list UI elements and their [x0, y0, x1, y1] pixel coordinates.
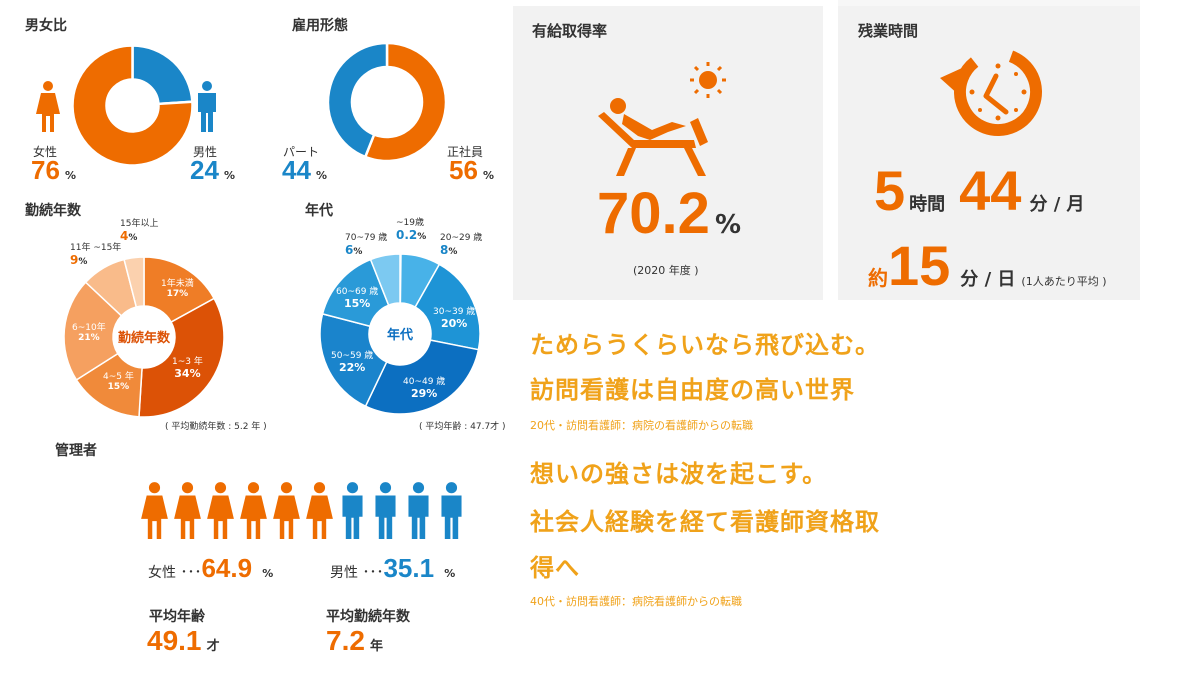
managers-title: 管理者: [55, 443, 97, 459]
daily-overtime: 約15 分 / 日 (1人あたり平均 ): [868, 234, 1107, 297]
employment-slice-1: [326, 41, 389, 159]
male-figure-icon: [198, 81, 216, 132]
age-label-1: 20~29 歳 8%: [440, 233, 483, 257]
employment-title: 雇用形態: [292, 18, 348, 34]
age-label-3: 40~49 歳 29%: [403, 377, 446, 400]
female-figure-icon: [207, 482, 234, 539]
sun-icon: [690, 62, 726, 98]
male-percent: 24 %: [190, 155, 236, 185]
gender-slice-0: [131, 44, 194, 106]
overtime-title: 残業時間: [858, 22, 919, 40]
tenure-slice-5: [123, 256, 145, 308]
paid-leave-rate: 70.2 %: [597, 181, 742, 246]
female-percent: 76 %: [31, 155, 77, 185]
tenure-label-4: 11年 ~15年 9%: [70, 243, 122, 267]
tenure-label-0: 1年未満 17%: [161, 279, 194, 299]
story-2-line-1[interactable]: 想いの強さは波を起こす。: [530, 460, 828, 488]
story-2-caption: 40代・訪問看護師：病院看護師からの転職: [530, 595, 742, 608]
tenure-slice-1: [138, 297, 225, 418]
age-slice-4: [319, 312, 388, 408]
monthly-overtime: 5 時間 44 分 / 月: [874, 159, 1085, 222]
lounge-chair-icon: [598, 62, 726, 176]
story-1-line-1[interactable]: ためらうくらいなら飛び込む。: [530, 331, 880, 359]
tenure-center-label: 勤続年数: [118, 330, 171, 346]
story-2-line-2[interactable]: 社会人経験を経て看護師資格取: [530, 508, 880, 536]
tenure-donut: 勤続年数: [63, 256, 225, 418]
age-label-0: ~19歳 0.2%: [396, 218, 427, 242]
male-figure-icon: [441, 482, 462, 539]
age-label-4: 50~59 歳 22%: [331, 351, 374, 374]
female-figure-icon: [273, 482, 300, 539]
manager-female-stat: 女性 ･･･64.9 %: [148, 553, 274, 583]
age-center-label: 年代: [387, 327, 413, 343]
story-1-caption: 20代・訪問看護師：病院の看護師からの転職: [530, 419, 753, 432]
paid-leave-title: 有給取得率: [532, 22, 608, 40]
age-label-5: 60~69 歳 15%: [336, 287, 379, 310]
full-percent: 56 %: [449, 155, 495, 185]
tenure-note: ( 平均勤続年数 : 5.2 年 ): [165, 422, 267, 432]
tenure-label-3: 6~10年 21%: [72, 323, 106, 343]
avg-age-label: 平均年齢: [149, 609, 205, 625]
story-1-line-2[interactable]: 訪問看護は自由度の高い世界: [530, 376, 855, 404]
female-figure-icon: [36, 81, 60, 132]
manager-male-stat: 男性 ･･･35.1 %: [330, 553, 456, 583]
male-figure-icon: [408, 482, 429, 539]
female-label: 女性: [33, 145, 58, 159]
female-figure-icon: [174, 482, 201, 539]
part-label: パート: [283, 145, 320, 159]
female-figure-icon: [240, 482, 267, 539]
tenure-label-2: 4~5 年 15%: [103, 372, 134, 392]
female-figure-icon: [306, 482, 333, 539]
clock-icon: [940, 47, 1042, 136]
manager-figure-row: [140, 478, 466, 544]
story-2-line-3[interactable]: 得へ: [530, 554, 580, 582]
age-slice-3: [364, 339, 480, 415]
female-figure-icon: [141, 482, 168, 539]
male-label: 男性: [193, 145, 218, 159]
age-slice-2: [414, 263, 481, 351]
tenure-title: 勤続年数: [25, 203, 81, 219]
part-percent: 44 %: [282, 155, 328, 185]
overtime-panel: [838, 6, 1140, 300]
age-label-2: 30~39 歳 20%: [433, 307, 476, 330]
avg-age-value: 49.1 才: [147, 625, 220, 656]
age-donut: 年代: [319, 253, 481, 415]
employment-slice-0: [363, 41, 448, 163]
age-note: ( 平均年齢 : 47.7才 ): [419, 422, 506, 432]
gender-title: 男女比: [25, 18, 67, 34]
age-label-6: 70~79 歳 6%: [345, 233, 388, 257]
paid-leave-panel: [513, 6, 823, 300]
male-figure-icon: [375, 482, 396, 539]
tenure-label-1: 1~3 年 34%: [172, 357, 203, 380]
employment-donut: [326, 41, 448, 163]
tenure-slice-3: [63, 281, 123, 381]
age-title: 年代: [305, 203, 333, 219]
avg-tenure-value: 7.2 年: [326, 625, 384, 656]
avg-tenure-label: 平均勤続年数: [326, 609, 410, 625]
age-slice-6: [369, 253, 401, 307]
male-figure-icon: [342, 482, 363, 539]
gender-donut: [71, 44, 194, 167]
paid-leave-note: (2020 年度 ): [633, 264, 699, 277]
tenure-label-5: 15年以上 4%: [120, 219, 159, 243]
full-label: 正社員: [447, 145, 484, 159]
gender-slice-1: [71, 44, 194, 167]
